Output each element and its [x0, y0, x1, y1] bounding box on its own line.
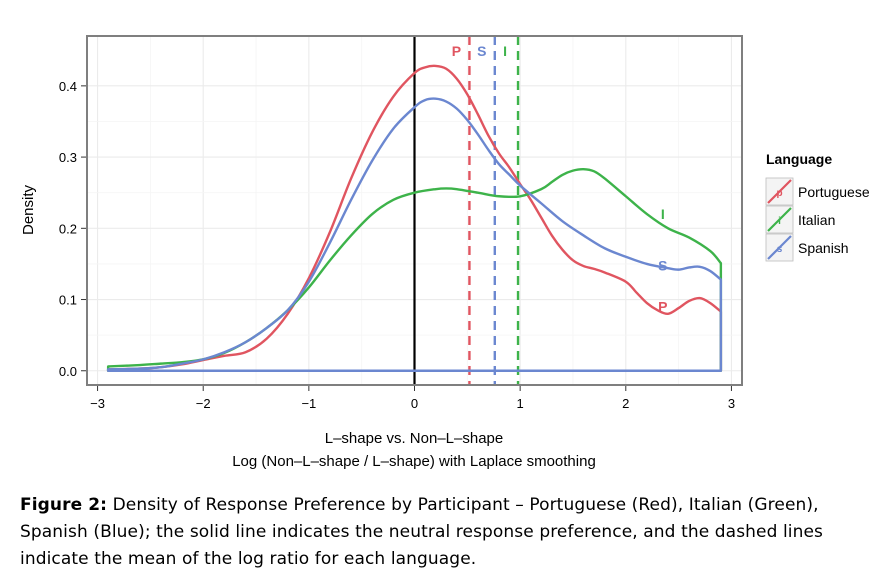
x-tick-label: −2: [196, 396, 211, 411]
x-tick-label: 3: [728, 396, 735, 411]
density-curve-spanish: [106, 97, 723, 372]
y-tick-label: 0.4: [59, 79, 77, 94]
legend: Language p Portuguese i Italian s Spanish: [765, 151, 870, 262]
caption-text: Density of Response Preference by Partic…: [20, 495, 824, 569]
y-axis-title: Density: [20, 184, 37, 235]
caption-label: Figure 2:: [20, 495, 108, 515]
legend-key-letter: i: [778, 216, 781, 227]
x-axis-subtitle: Log (Non–L–shape / L–shape) with Laplace…: [232, 453, 596, 470]
legend-key-line: [767, 207, 792, 232]
x-tick-label: 1: [517, 396, 524, 411]
y-tick-label: 0.1: [59, 293, 77, 308]
mean-label-italian: I: [503, 43, 507, 59]
figure-caption: Figure 2: Density of Response Preference…: [20, 492, 886, 573]
y-tick-label: 0.2: [59, 221, 77, 236]
legend-item-spanish: s Spanish: [765, 233, 849, 262]
legend-item-portuguese: p Portuguese: [765, 177, 870, 206]
x-axis-title: L–shape vs. Non–L–shape: [325, 430, 503, 447]
curve-label-italian: I: [661, 206, 665, 222]
x-axis: −3 −2 −1 0 1 2 3: [90, 386, 735, 411]
curve-label-portuguese: P: [658, 299, 667, 315]
x-tick-label: 2: [622, 396, 629, 411]
density-curve-portuguese: [106, 64, 723, 372]
legend-key-letter: p: [776, 188, 782, 199]
legend-label-spanish: Spanish: [798, 240, 849, 256]
legend-key-line: [767, 179, 792, 204]
legend-label-portuguese: Portuguese: [798, 184, 870, 200]
legend-label-italian: Italian: [798, 212, 835, 228]
x-tick-label: −3: [90, 396, 105, 411]
mean-label-spanish: S: [477, 43, 486, 59]
mean-label-portuguese: P: [452, 43, 461, 59]
curve-label-spanish: S: [658, 257, 667, 273]
y-tick-label: 0.3: [59, 150, 77, 165]
plot-panel-border: [86, 35, 743, 386]
reference-lines: [413, 36, 520, 385]
x-tick-label: −1: [301, 396, 316, 411]
legend-key-line: [767, 235, 792, 260]
y-axis: 0.0 0.1 0.2 0.3 0.4: [59, 79, 86, 379]
legend-item-italian: i Italian: [765, 205, 835, 234]
x-tick-label: 0: [411, 396, 418, 411]
density-curves: [106, 64, 723, 372]
legend-key-letter: s: [777, 244, 783, 255]
y-tick-label: 0.0: [59, 364, 77, 379]
legend-title: Language: [766, 151, 832, 167]
